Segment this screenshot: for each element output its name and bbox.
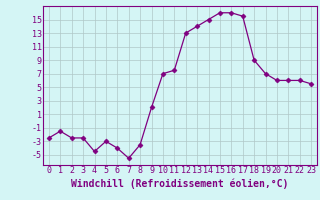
X-axis label: Windchill (Refroidissement éolien,°C): Windchill (Refroidissement éolien,°C)	[71, 178, 289, 189]
